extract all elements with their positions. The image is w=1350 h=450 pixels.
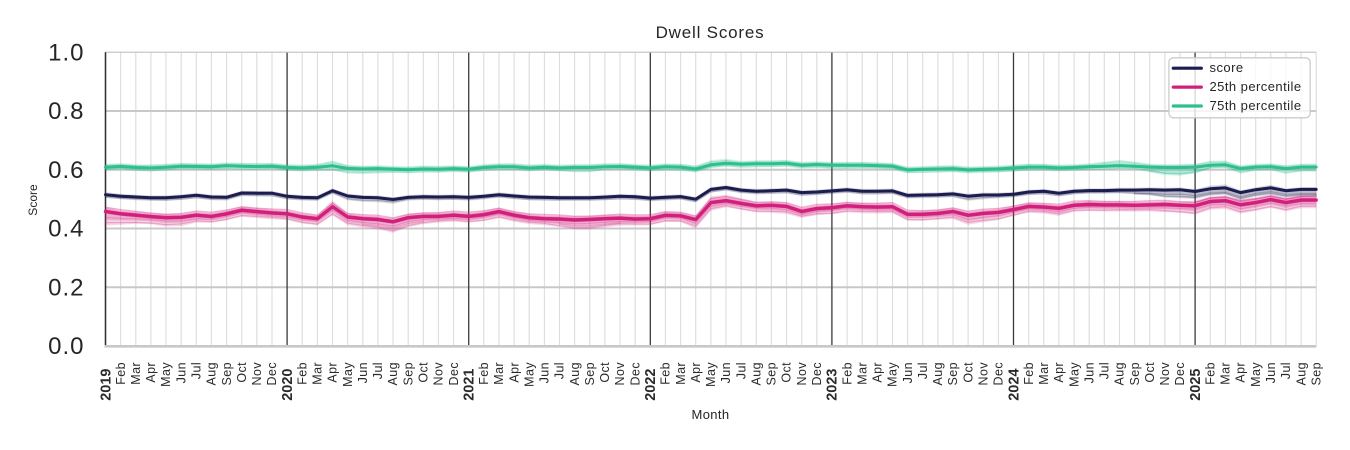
svg-text:Aug: Aug: [568, 362, 582, 385]
svg-text:Aug: Aug: [1113, 362, 1127, 385]
svg-text:0.0: 0.0: [48, 333, 84, 360]
svg-text:Dwell Scores: Dwell Scores: [656, 23, 765, 42]
svg-text:Jul: Jul: [553, 362, 567, 379]
svg-text:Oct: Oct: [417, 362, 431, 383]
svg-text:Nov: Nov: [795, 362, 809, 386]
svg-text:Jun: Jun: [538, 362, 552, 383]
svg-text:Dec: Dec: [447, 362, 461, 385]
svg-text:Feb: Feb: [295, 362, 309, 385]
svg-text:Dec: Dec: [992, 362, 1006, 385]
svg-text:Dec: Dec: [628, 362, 642, 385]
svg-text:Jun: Jun: [719, 362, 733, 383]
svg-text:25th percentile: 25th percentile: [1210, 79, 1302, 94]
svg-text:Apr: Apr: [689, 362, 703, 383]
svg-text:May: May: [1067, 362, 1081, 387]
svg-text:Jul: Jul: [1098, 362, 1112, 379]
svg-text:May: May: [704, 362, 718, 387]
svg-text:75th percentile: 75th percentile: [1210, 98, 1302, 113]
svg-text:2022: 2022: [643, 369, 659, 401]
svg-text:Apr: Apr: [1234, 362, 1248, 383]
svg-text:Feb: Feb: [1204, 362, 1218, 385]
svg-text:Aug: Aug: [1294, 362, 1308, 385]
svg-text:1.0: 1.0: [48, 39, 84, 66]
svg-text:2021: 2021: [462, 369, 478, 401]
svg-text:Apr: Apr: [1052, 362, 1066, 383]
svg-text:Aug: Aug: [386, 362, 400, 385]
svg-text:Oct: Oct: [961, 362, 975, 383]
svg-text:Sep: Sep: [765, 362, 779, 385]
svg-text:Nov: Nov: [250, 362, 264, 386]
svg-text:Sep: Sep: [583, 362, 597, 385]
svg-text:2023: 2023: [825, 369, 841, 401]
svg-text:Apr: Apr: [507, 362, 521, 383]
svg-text:Mar: Mar: [492, 362, 506, 385]
svg-text:2024: 2024: [1006, 369, 1022, 401]
svg-text:Jun: Jun: [901, 362, 915, 383]
svg-text:Feb: Feb: [114, 362, 128, 385]
svg-text:Jul: Jul: [371, 362, 385, 379]
svg-text:Sep: Sep: [401, 362, 415, 385]
svg-text:Nov: Nov: [977, 362, 991, 386]
svg-text:0.2: 0.2: [48, 274, 84, 301]
svg-text:Feb: Feb: [840, 362, 854, 385]
svg-text:Score: Score: [26, 184, 40, 216]
svg-text:Jun: Jun: [174, 362, 188, 383]
svg-text:Jun: Jun: [1264, 362, 1278, 383]
svg-text:Mar: Mar: [1219, 362, 1233, 385]
svg-text:Mar: Mar: [311, 362, 325, 385]
svg-text:Aug: Aug: [931, 362, 945, 385]
svg-text:May: May: [522, 362, 536, 387]
svg-text:Feb: Feb: [659, 362, 673, 385]
svg-text:Jul: Jul: [190, 362, 204, 379]
svg-text:May: May: [159, 362, 173, 387]
svg-text:Mar: Mar: [129, 362, 143, 385]
svg-text:Dec: Dec: [265, 362, 279, 385]
svg-text:Feb: Feb: [1022, 362, 1036, 385]
svg-text:Oct: Oct: [598, 362, 612, 383]
svg-text:May: May: [341, 362, 355, 387]
svg-text:0.6: 0.6: [48, 157, 84, 184]
svg-text:Jul: Jul: [1279, 362, 1293, 379]
svg-text:2020: 2020: [280, 369, 296, 401]
svg-text:2025: 2025: [1188, 369, 1204, 401]
svg-text:Nov: Nov: [1158, 362, 1172, 386]
svg-text:score: score: [1210, 60, 1244, 75]
svg-text:Jun: Jun: [1082, 362, 1096, 383]
svg-text:May: May: [886, 362, 900, 387]
svg-text:Feb: Feb: [477, 362, 491, 385]
svg-text:Aug: Aug: [750, 362, 764, 385]
svg-text:Sep: Sep: [1128, 362, 1142, 385]
svg-text:Jul: Jul: [734, 362, 748, 379]
svg-text:Mar: Mar: [674, 362, 688, 385]
svg-text:Sep: Sep: [1309, 362, 1323, 385]
svg-text:Sep: Sep: [946, 362, 960, 385]
svg-text:Oct: Oct: [780, 362, 794, 383]
svg-text:Jun: Jun: [356, 362, 370, 383]
svg-text:Apr: Apr: [326, 362, 340, 383]
svg-text:Dec: Dec: [1173, 362, 1187, 385]
svg-text:Apr: Apr: [144, 362, 158, 383]
svg-text:Nov: Nov: [432, 362, 446, 386]
svg-text:2019: 2019: [98, 369, 114, 401]
svg-text:0.8: 0.8: [48, 98, 84, 125]
svg-text:Mar: Mar: [855, 362, 869, 385]
svg-text:Dec: Dec: [810, 362, 824, 385]
svg-text:Apr: Apr: [871, 362, 885, 383]
svg-text:Jul: Jul: [916, 362, 930, 379]
svg-text:Nov: Nov: [613, 362, 627, 386]
svg-text:Mar: Mar: [1037, 362, 1051, 385]
svg-text:Month: Month: [692, 407, 730, 422]
svg-text:Aug: Aug: [205, 362, 219, 385]
svg-text:Oct: Oct: [1143, 362, 1157, 383]
svg-text:Oct: Oct: [235, 362, 249, 383]
svg-text:Sep: Sep: [220, 362, 234, 385]
svg-text:May: May: [1249, 362, 1263, 387]
svg-text:0.4: 0.4: [48, 216, 84, 243]
